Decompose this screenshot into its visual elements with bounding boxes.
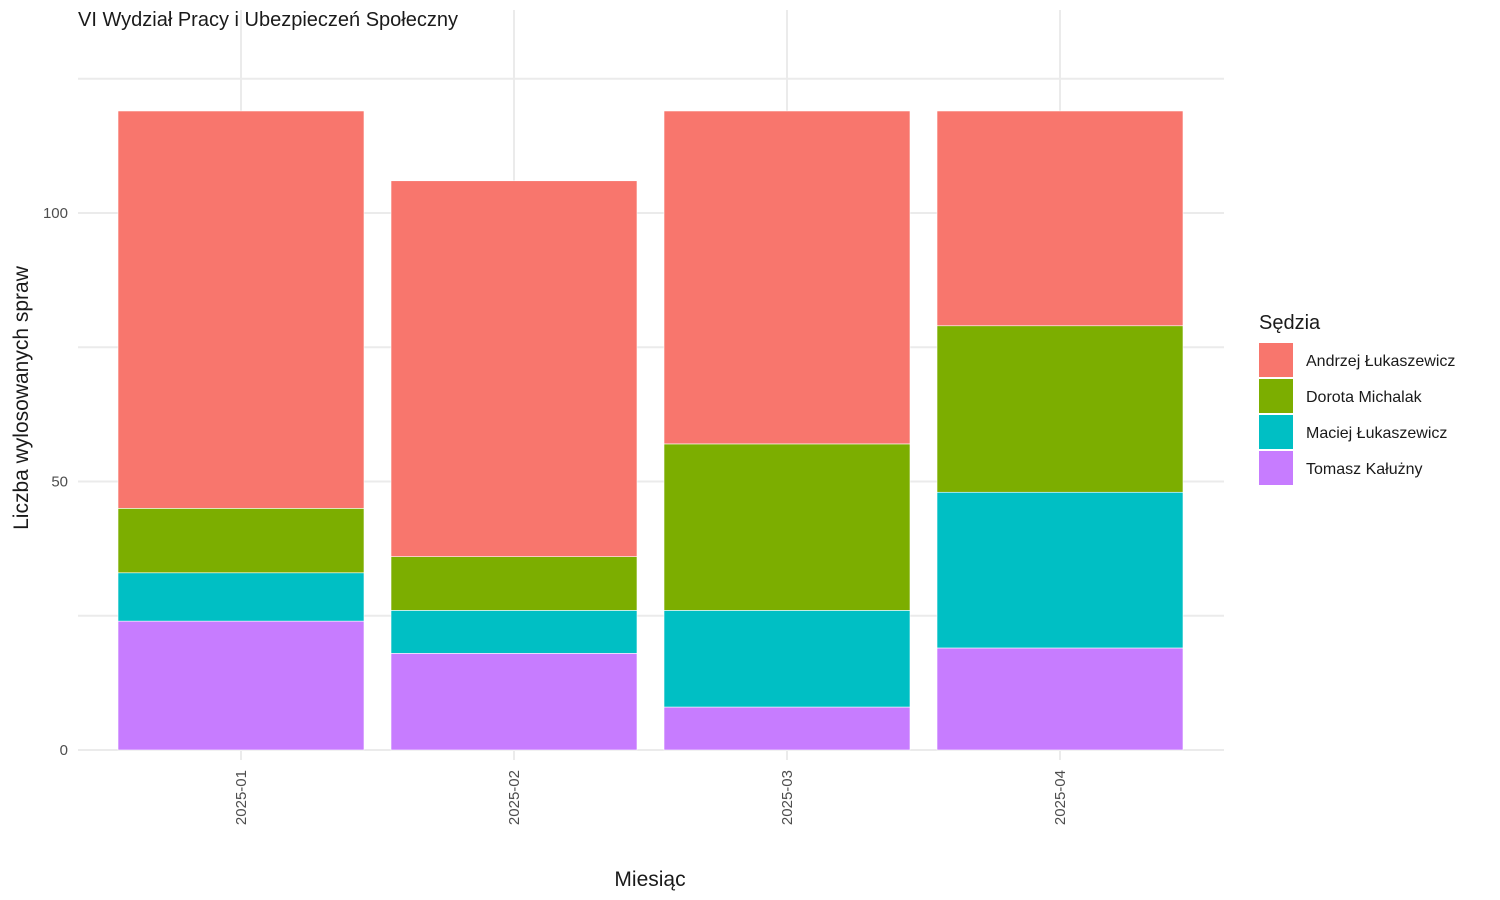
legend-key [1259,379,1293,413]
chart-title: VI Wydział Pracy i Ubezpieczeń Społeczny [78,9,458,31]
bar-segment-2025-02-andrzej-łukaszewicz [390,180,638,557]
bar-segment-2025-02-dorota-michalak [390,556,638,611]
bar-segment-2025-04-tomasz-kałużny [936,647,1184,751]
bar-segment-2025-03-maciej-łukaszewicz [663,610,911,708]
bar-segment-2025-02-tomasz-kałużny [390,653,638,751]
bar-segment-2025-01-andrzej-łukaszewicz [117,110,365,509]
bar-segment-2025-03-dorota-michalak [663,443,911,611]
bar-segment-2025-02-maciej-łukaszewicz [390,610,638,654]
legend-key [1259,343,1293,377]
legend-label: Dorota Michalak [1306,389,1423,406]
x-tick-label: 2025-01 [233,770,250,825]
bar-segment-2025-04-andrzej-łukaszewicz [936,110,1184,327]
legend-key [1259,451,1293,485]
y-tick-label: 100 [43,205,68,222]
bar-segment-2025-04-maciej-łukaszewicz [936,491,1184,649]
legend-label: Andrzej Łukaszewicz [1306,353,1455,370]
legend-label: Tomasz Kałużny [1306,461,1423,478]
bar-segment-2025-03-andrzej-łukaszewicz [663,110,911,445]
y-axis-title: Liczba wylosowanych spraw [10,265,33,530]
bar-segment-2025-03-tomasz-kałużny [663,706,911,751]
x-axis-title: Miesiąc [614,868,685,891]
x-tick-label: 2025-03 [779,770,796,825]
y-tick-label: 0 [60,742,68,759]
bar-segment-2025-01-maciej-łukaszewicz [117,572,365,622]
legend-label: Maciej Łukaszewicz [1306,425,1447,442]
x-tick-label: 2025-02 [506,770,523,825]
legend: Sędzia Andrzej Łukaszewicz Dorota Michala… [1259,312,1455,485]
bar-segment-2025-01-tomasz-kałużny [117,620,365,751]
y-axis-ticks: 0 50 100 [43,205,68,759]
legend-key [1259,415,1293,449]
bars [117,110,1184,751]
legend-title: Sędzia [1259,312,1321,334]
bar-segment-2025-01-dorota-michalak [117,508,365,574]
x-tick-label: 2025-04 [1052,770,1069,825]
y-tick-label: 50 [51,474,68,491]
bar-segment-2025-04-dorota-michalak [936,325,1184,493]
x-axis-ticks: 2025-01 2025-02 2025-03 2025-04 [233,770,1069,825]
